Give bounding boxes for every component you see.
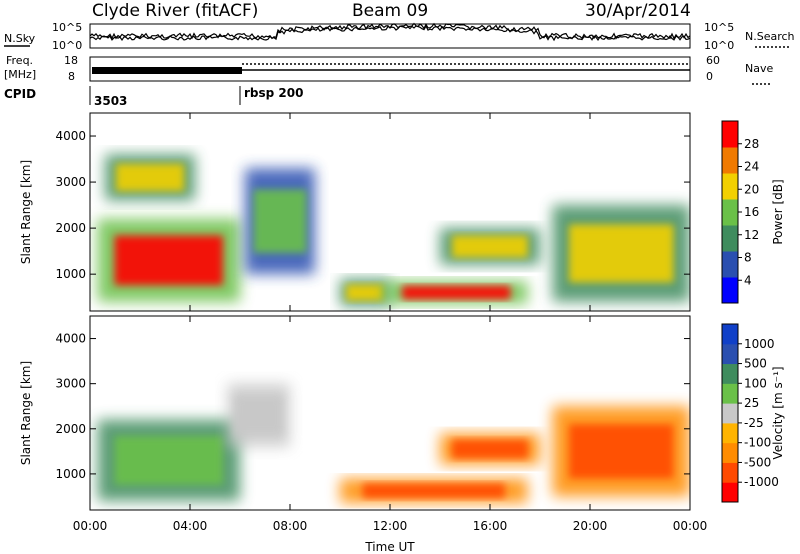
velocity-colorbar-swatch (722, 482, 738, 503)
nsearch-label: N.Search (745, 30, 795, 43)
power-colorbar-swatch (722, 121, 738, 148)
velocity-colorbar-swatch (722, 462, 738, 483)
velocity-colorbar-label-6: 500 (744, 357, 767, 371)
velocity-colorbar-label-2: -100 (744, 436, 771, 450)
power-colorbar-swatch (722, 199, 738, 226)
velocity-region-core-3 (452, 439, 528, 459)
plot-title: Clyde River (fitACF) (92, 1, 258, 21)
power-colorbar-label-1: 8 (744, 251, 752, 265)
velocity-colorbar-swatch (722, 324, 738, 345)
nave-tick-bottom: 0 (706, 70, 713, 83)
nave-label: Nave (745, 62, 773, 75)
velocity-colorbar-label-3: -25 (744, 416, 764, 430)
power-colorbar-swatch (722, 225, 738, 252)
power-ytick-label: 1000 (55, 267, 86, 281)
cpid-segment-rbsp: rbsp 200 (244, 86, 303, 100)
nsearch-trace (89, 24, 691, 42)
nsky-tick-bottom: 10^0 (52, 39, 82, 52)
velocity-region-core-4 (569, 424, 674, 479)
velocity-ylabel: Slant Range [km] (19, 361, 33, 465)
velocity-colorbar-label-5: 100 (744, 376, 767, 390)
power-region-core-1 (115, 163, 185, 192)
time-tick-label-0: 00:00 (73, 519, 108, 533)
velocity-region-core-0 (114, 436, 223, 485)
velocity-region-core-2 (362, 483, 505, 499)
power-colorbar-label: Power [dB] (771, 179, 785, 244)
velocity-colorbar: -1000 -500 -100 -25 25 100 500 1000 (721, 323, 779, 503)
power-colorbar-swatch (722, 147, 738, 174)
velocity-colorbar-label: Velocity [m s⁻¹] (771, 366, 785, 459)
velocity-colorbar-label-1: -500 (744, 455, 771, 469)
power-region-core-0 (114, 235, 223, 286)
velocity-colorbar-label-4: 25 (744, 396, 759, 410)
time-tick-label-4: 16:00 (473, 519, 508, 533)
power-region-core-4 (402, 285, 511, 300)
velocity-ytick-label: 4000 (55, 332, 86, 346)
velocity-colorbar-swatch (722, 363, 738, 384)
freq-unit: [MHz] (4, 68, 36, 81)
velocity-ytick-label: 2000 (55, 422, 86, 436)
freq-label: Freq. (6, 54, 33, 67)
nsky-tick-top: 10^5 (52, 21, 82, 34)
time-tick-label-3: 12:00 (373, 519, 408, 533)
cpid-segment-3503: 3503 (94, 94, 127, 108)
velocity-colorbar-swatch (722, 442, 738, 463)
power-colorbar-label-5: 24 (744, 160, 759, 174)
velocity-heatmap (97, 383, 690, 504)
time-tick-label-6: 00:00 (673, 519, 708, 533)
velocity-region-core-1 (235, 396, 283, 435)
power-ytick-label: 4000 (55, 129, 86, 143)
nsearch-tick-bottom: 10^0 (704, 39, 734, 52)
velocity-colorbar-frame (721, 323, 739, 503)
power-colorbar: 4 8 12 16 20 24 28 (721, 120, 759, 304)
velocity-ytick-label: 3000 (55, 377, 86, 391)
power-colorbar-label-6: 28 (744, 137, 759, 151)
freq-panel (89, 56, 691, 82)
power-ylabel: Slant Range [km] (19, 160, 33, 264)
velocity-colorbar-swatch (722, 343, 738, 365)
power-colorbar-label-4: 20 (744, 182, 759, 196)
date-label: 30/Apr/2014 (585, 1, 691, 21)
velocity-colorbar-swatch (722, 422, 738, 444)
power-colorbar-swatch (722, 277, 738, 304)
freq-tick-bottom: 8 (68, 70, 75, 83)
velocity-y-axis: 1000 2000 3000 4000 (55, 332, 690, 481)
velocity-colorbar-swatch (722, 383, 738, 404)
power-colorbar-label-0: 4 (744, 273, 752, 287)
nsearch-tick-top: 10^5 (704, 21, 734, 34)
power-colorbar-swatch (722, 173, 738, 200)
power-ytick-label: 3000 (55, 175, 86, 189)
velocity-colorbar-label-0: -1000 (744, 475, 779, 489)
power-region-core-2 (253, 189, 307, 253)
time-axis-label: Time UT (364, 540, 415, 554)
power-colorbar-swatch (722, 251, 738, 278)
time-tick-label-2: 08:00 (273, 519, 308, 533)
nave-tick-top: 60 (706, 54, 720, 67)
power-colorbar-label-2: 12 (744, 228, 759, 242)
velocity-colorbar-label-7: 1000 (744, 337, 775, 351)
power-colorbar-label-3: 16 (744, 205, 759, 219)
beam-label: Beam 09 (352, 1, 428, 21)
time-tick-label-1: 04:00 (173, 519, 208, 533)
velocity-colorbar-swatch (722, 403, 738, 424)
power-region-core-6 (569, 224, 674, 283)
power-heatmap (97, 154, 690, 307)
power-region-core-3 (346, 284, 384, 301)
time-axis: 00:00 04:00 08:00 12:00 16:00 20:00 00:00 (73, 113, 708, 533)
freq-tick-top: 18 (64, 54, 78, 67)
power-y-axis: 1000 2000 3000 4000 (55, 129, 690, 281)
velocity-ytick-label: 1000 (55, 467, 86, 481)
nsky-label: N.Sky (4, 32, 36, 45)
freq-band-3503 (92, 67, 242, 74)
cpid-label: CPID (4, 87, 36, 101)
power-region-core-5 (452, 235, 528, 258)
time-tick-label-5: 20:00 (573, 519, 608, 533)
power-ytick-label: 2000 (55, 221, 86, 235)
